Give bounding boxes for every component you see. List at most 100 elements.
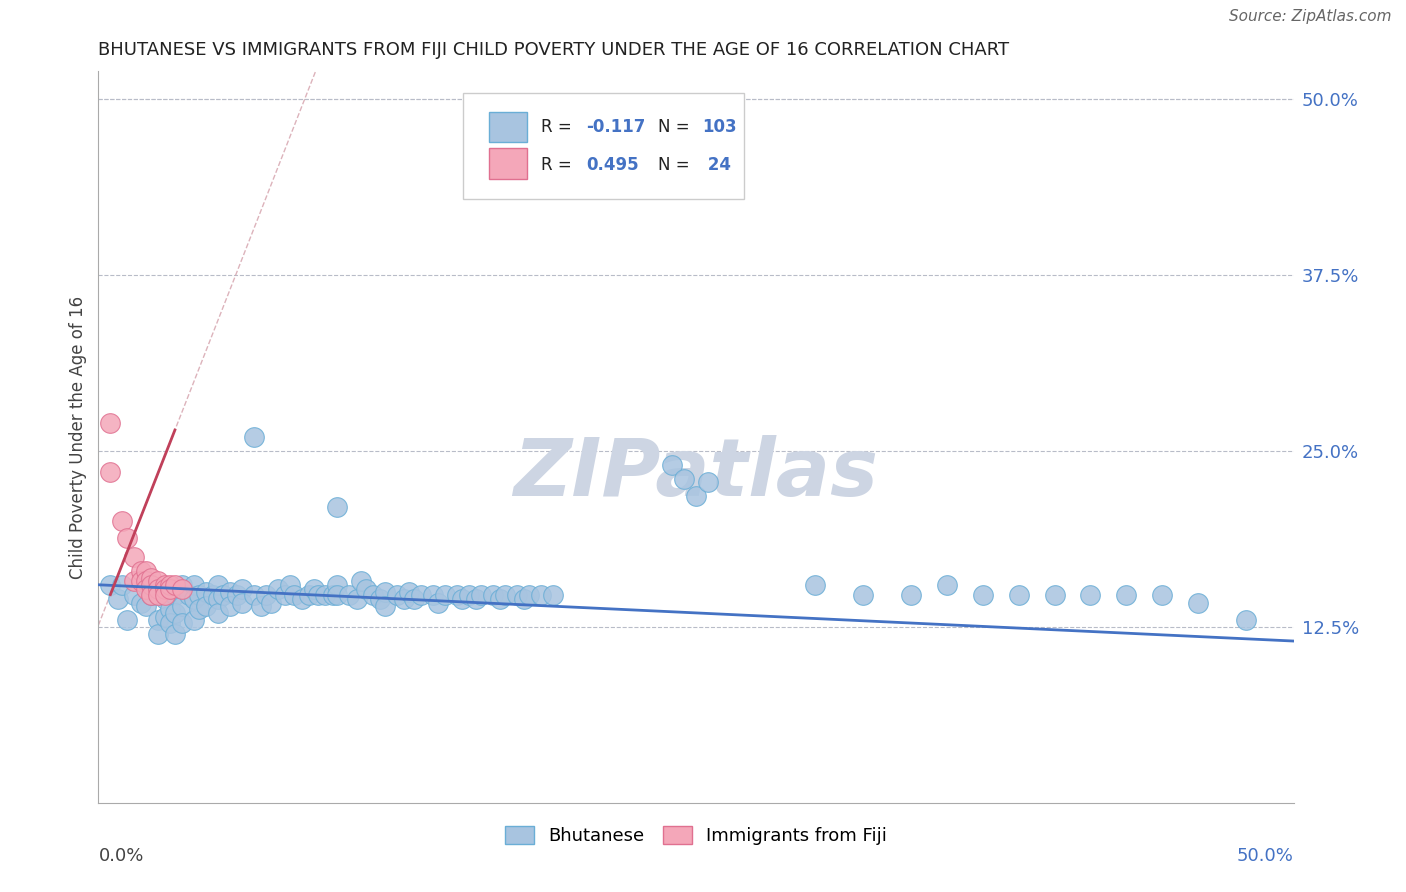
Point [172,599,194,613]
Point [98,465,122,479]
Point [159,601,181,615]
Point [1187,596,1209,610]
Point [506,588,529,602]
Point [254,588,277,602]
Point [183,613,205,627]
Point [124,574,146,588]
Text: Source: ZipAtlas.com: Source: ZipAtlas.com [1229,9,1392,24]
Point [426,596,449,610]
Point [148,582,170,596]
Point [139,578,162,592]
Text: R =: R = [541,118,571,136]
Text: 0.495: 0.495 [586,156,638,174]
Point [219,584,242,599]
Text: ZIPatlas: ZIPatlas [513,434,879,513]
Point [267,582,290,596]
Point [1080,588,1102,602]
Point [163,578,186,592]
Point [159,582,181,596]
Point [155,588,177,602]
Point [402,591,425,606]
Point [243,588,266,602]
Point [163,606,186,620]
Point [135,582,157,596]
Point [111,578,134,592]
Point [465,591,488,606]
Point [326,588,349,602]
Point [370,591,392,606]
Point [513,591,536,606]
Point [972,588,994,602]
Point [135,578,157,592]
Point [187,601,209,615]
Point [685,489,707,503]
Point [259,596,281,610]
Point [541,588,564,602]
FancyBboxPatch shape [463,94,744,200]
Point [394,591,416,606]
Point [131,574,153,588]
Point [470,588,492,602]
Point [673,472,696,486]
Point [111,515,134,529]
Text: BHUTANESE VS IMMIGRANTS FROM FIJI CHILD POVERTY UNDER THE AGE OF 16 CORRELATION : BHUTANESE VS IMMIGRANTS FROM FIJI CHILD … [98,41,1010,59]
Point [135,599,157,613]
Point [231,596,253,610]
Text: 103: 103 [702,118,737,136]
Point [243,430,266,444]
Point [374,599,396,613]
Text: N =: N = [658,118,689,136]
Point [250,599,273,613]
Text: 50.0%: 50.0% [1237,847,1294,864]
Text: 0.0%: 0.0% [98,847,143,864]
Point [385,588,409,602]
Point [183,578,205,592]
Point [131,564,153,578]
Point [489,591,512,606]
Point [163,627,186,641]
Point [422,588,444,602]
Point [179,588,201,602]
Point [211,588,233,602]
Point [446,588,468,602]
Point [207,578,229,592]
Point [98,578,122,592]
FancyBboxPatch shape [489,148,527,179]
Point [1234,613,1257,627]
Point [302,582,325,596]
Point [697,475,720,489]
Point [1115,588,1137,602]
Point [315,588,337,602]
Text: N =: N = [658,156,689,174]
Point [159,582,181,596]
Point [298,588,321,602]
Point [207,591,229,606]
Point [804,578,827,592]
Point [115,613,138,627]
Point [219,599,242,613]
Point [1043,588,1066,602]
Point [481,588,505,602]
Point [398,584,420,599]
Point [517,588,540,602]
Point [172,578,194,592]
Text: R =: R = [541,156,571,174]
Point [900,588,922,602]
Point [202,588,225,602]
Point [322,588,344,602]
Point [231,582,253,596]
Point [155,582,177,596]
Point [363,588,385,602]
Point [1152,588,1174,602]
Point [124,549,146,564]
Point [155,578,177,592]
Point [148,627,170,641]
Point [274,588,297,602]
Point [339,588,361,602]
Point [530,588,553,602]
Point [148,613,170,627]
Point [411,588,433,602]
Point [183,591,205,606]
Point [172,582,194,596]
Y-axis label: Child Poverty Under the Age of 16: Child Poverty Under the Age of 16 [69,295,87,579]
